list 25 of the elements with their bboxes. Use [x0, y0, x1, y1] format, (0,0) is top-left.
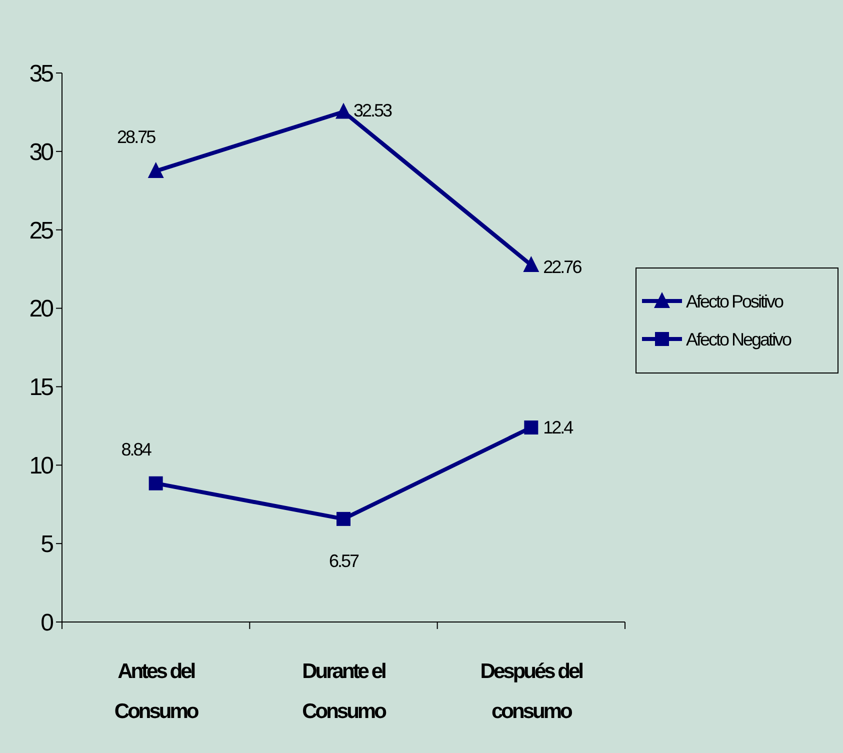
x-tick-label: Antes del Consumo — [114, 660, 198, 723]
y-tick-label: 25 — [29, 217, 54, 244]
data-label: 12.4 — [543, 417, 574, 438]
y-tick-label: 20 — [29, 296, 54, 323]
point — [523, 256, 540, 272]
point — [336, 512, 350, 526]
point — [524, 420, 538, 434]
legend-label: Afecto Negativo — [686, 329, 792, 350]
legend-label: Afecto Positivo — [686, 291, 784, 312]
data-label: 22.76 — [543, 256, 582, 277]
x-tick-label: Después del consumo — [480, 660, 584, 723]
y-tick-label: 30 — [29, 138, 54, 166]
y-tick-label: 15 — [29, 374, 54, 402]
point — [148, 162, 164, 178]
y-tick-label: 0 — [40, 609, 54, 636]
point — [148, 476, 163, 490]
data-label: 28.75 — [117, 127, 156, 148]
x-tick-label: Durante el Consumo — [302, 660, 386, 723]
y-tick-label: 5 — [40, 530, 54, 558]
data-label: 6.57 — [328, 550, 360, 571]
y-tick-label: 35 — [29, 60, 54, 88]
point — [336, 102, 352, 119]
y-tick-label: 10 — [29, 452, 54, 480]
data-label: 8.84 — [121, 439, 152, 460]
data-label: 32.53 — [354, 100, 393, 121]
